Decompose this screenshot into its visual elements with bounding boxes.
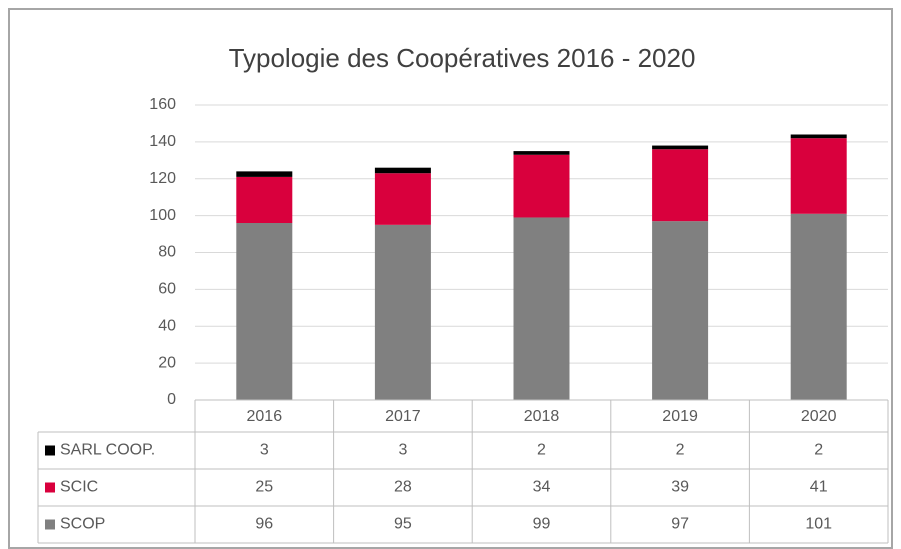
table-value: 97 [671, 516, 689, 533]
chart-title: Typologie des Coopératives 2016 - 2020 [229, 43, 696, 73]
table-value: 3 [260, 442, 269, 459]
table-value: 39 [671, 479, 689, 496]
legend-swatch [45, 482, 55, 493]
table-value: 96 [255, 516, 273, 533]
chart-frame [8, 8, 893, 549]
y-tick-label: 160 [149, 96, 176, 113]
bar-segment [513, 154, 570, 218]
legend-swatch [45, 445, 55, 456]
bar-segment [236, 171, 293, 177]
bar-segment [652, 149, 709, 222]
bar-segment [790, 138, 847, 214]
y-tick-label: 80 [158, 244, 176, 261]
x-tick-label: 2019 [662, 408, 698, 425]
x-tick-label: 2016 [247, 408, 283, 425]
table-value: 95 [394, 516, 412, 533]
y-tick-label: 140 [149, 133, 176, 150]
table-value: 34 [533, 479, 551, 496]
table-value: 3 [398, 442, 407, 459]
table-value: 28 [394, 479, 412, 496]
bar-segment [652, 221, 709, 400]
legend-swatch [45, 519, 55, 530]
bar-segment [790, 213, 847, 400]
table-value: 99 [533, 516, 551, 533]
table-value: 2 [537, 442, 546, 459]
bar-segment [236, 223, 293, 400]
legend-label: SCIC [60, 479, 98, 496]
bar-segment [513, 151, 570, 155]
bar-segment [652, 145, 709, 150]
legend-label: SARL COOP. [60, 442, 155, 459]
table-value: 25 [255, 479, 273, 496]
y-tick-label: 0 [167, 391, 176, 408]
x-tick-label: 2017 [385, 408, 421, 425]
x-tick-label: 2020 [801, 408, 837, 425]
legend-label: SCOP [60, 516, 105, 533]
table-value: 101 [805, 516, 832, 533]
table-value: 41 [810, 479, 828, 496]
y-tick-label: 100 [149, 207, 176, 224]
bar-segment [790, 134, 847, 139]
bar-segment [513, 217, 570, 400]
bar-segment [374, 167, 431, 174]
y-tick-label: 40 [158, 317, 176, 334]
y-tick-label: 60 [158, 281, 176, 298]
table-value: 2 [676, 442, 685, 459]
bar-segment [374, 173, 431, 225]
x-tick-label: 2018 [524, 408, 560, 425]
bar-segment [236, 176, 293, 223]
table-value: 2 [814, 442, 823, 459]
y-tick-label: 120 [149, 170, 176, 187]
bar-segment [374, 224, 431, 400]
y-tick-label: 20 [158, 354, 176, 371]
